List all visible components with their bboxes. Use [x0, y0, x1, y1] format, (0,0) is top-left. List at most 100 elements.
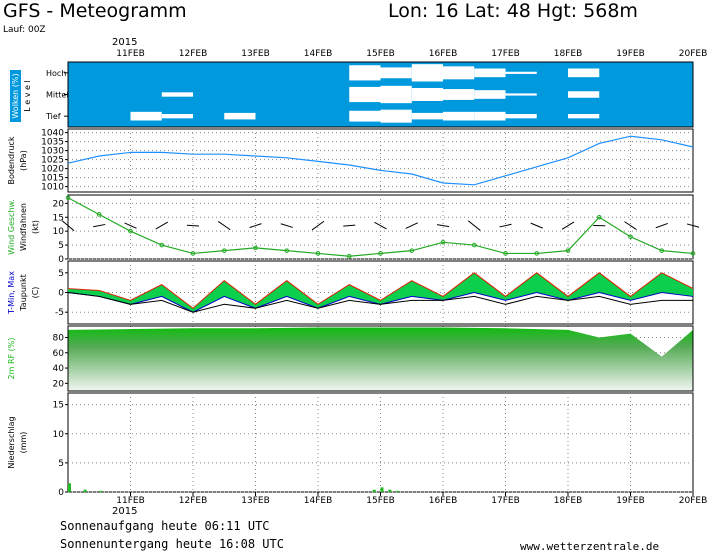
date-label-top-16FEB: 16FEB	[429, 49, 458, 59]
wind-ytick-label-0: 0	[58, 255, 64, 265]
cloud-gap-Tief-2	[161, 114, 193, 119]
wind-ytick-label-15: 15	[53, 213, 64, 223]
wind-ytick-label-20: 20	[53, 199, 65, 209]
wind-point-17	[596, 214, 602, 220]
rh-ytick-label-20: 20	[53, 379, 65, 389]
precip-bar-5	[388, 489, 392, 492]
press-ytick-label-1010: 1010	[41, 183, 64, 193]
wind-barb-15	[530, 222, 543, 229]
precip-bar-0	[68, 483, 71, 492]
wind-point-18	[628, 234, 633, 240]
run-label: Lauf: 00Z	[3, 25, 46, 35]
date-label-top-17FEB: 17FEB	[491, 49, 520, 59]
wind-point-2	[128, 228, 133, 234]
date-label-top-12FEB: 12FEB	[179, 49, 208, 59]
rh-panel-frame-top	[67, 325, 694, 392]
press-ytick-label-1020: 1020	[41, 165, 64, 175]
date-label-bottom-17FEB: 17FEB	[491, 496, 520, 506]
press-ytick-label-1035: 1035	[41, 138, 64, 148]
date-label-bottom-12FEB: 12FEB	[179, 496, 208, 506]
title: GFS - Meteogramm	[3, 0, 187, 22]
prec-ytick-label-15: 15	[53, 401, 64, 411]
precip-bar-1	[83, 489, 87, 492]
wind-barb-18	[624, 221, 637, 231]
precip-bar-3	[372, 489, 376, 492]
wind-point-15	[534, 251, 540, 256]
cloud-gap-Mittel-9	[380, 85, 412, 104]
wind-barb-0	[61, 220, 75, 231]
date-label-top-19FEB: 19FEB	[616, 49, 645, 59]
rh-ylabel: 2m RF (%)	[7, 338, 16, 380]
cloud-ylabel-bg	[10, 70, 21, 122]
prec-ytick-label-0: 0	[58, 488, 64, 498]
press-ytick-label-1030: 1030	[41, 147, 64, 157]
cloud-gap-Hoch-12	[474, 68, 506, 78]
wind-barb-3	[155, 221, 169, 230]
wind-point-12	[440, 240, 446, 245]
press-ylabel2: (hPa)	[19, 150, 28, 171]
wind-ylabel2: Windfahnen	[19, 203, 28, 251]
date-label-bottom-19FEB: 19FEB	[616, 496, 645, 506]
site-text: www.wetterzentrale.de	[520, 540, 659, 553]
cloud-gap-Hoch-13	[505, 71, 537, 74]
cloud-gap-Tief-8	[349, 110, 381, 122]
location: Lon: 16 Lat: 48 Hgt: 568m	[388, 0, 638, 22]
cloud-gap-Mittel-8	[349, 86, 381, 103]
cloud-gap-Mittel-10	[411, 88, 443, 101]
cloud-gap-Mittel-12	[474, 90, 506, 99]
date-label-bottom-16FEB: 16FEB	[429, 496, 458, 506]
press-ytick-label-1040: 1040	[41, 129, 64, 139]
precip-bar-6	[396, 490, 400, 492]
cloud-gap-Hoch-11	[443, 66, 475, 80]
wind-point-10	[378, 251, 383, 256]
wind-point-20	[690, 251, 696, 256]
date-label-top-20FEB: 20FEB	[679, 49, 707, 59]
wind-barb-11	[405, 222, 418, 229]
rh-ytick-label-60: 60	[53, 349, 65, 359]
sunrise-text: Sonnenaufgang heute 06:11 UTC	[60, 519, 270, 533]
cloud-ylabel2: L e v e l	[23, 80, 32, 111]
press-panel-frame	[67, 128, 694, 193]
wind-barb-12	[436, 224, 450, 228]
cloud-panel-frame	[67, 61, 694, 128]
cloud-gap-Hoch-10	[411, 64, 443, 82]
humidity-area	[68, 327, 693, 391]
cloud-level-label-Hoch: Hoch	[46, 69, 66, 78]
wind-barb-8	[311, 220, 325, 231]
cloud-level-label-Mittel: Mittel	[46, 91, 69, 100]
cloud-ylabel: Wolken (%)	[11, 73, 20, 118]
wind-point-9	[346, 253, 352, 259]
wind-barb-19	[655, 222, 668, 229]
cloud-gap-Tief-12	[474, 111, 506, 121]
cloud-level-label-Tief: Tief	[45, 112, 61, 121]
precip-bar-4	[380, 487, 384, 492]
press-ytick-label-1025: 1025	[41, 156, 64, 166]
press-ytick-label-1015: 1015	[41, 174, 64, 184]
cloud-gap-Mittel-11	[443, 89, 475, 100]
temp-ytick-label--5: -5	[55, 308, 64, 318]
temp-max-line	[67, 272, 694, 309]
date-label-bottom-14FEB: 14FEB	[304, 496, 333, 506]
cloud-gap-Tief-10	[411, 112, 443, 120]
temp-ytick-label-0: 0	[58, 289, 64, 299]
cloud-gap-Hoch-8	[349, 65, 381, 81]
date-label-bottom-18FEB: 18FEB	[554, 496, 583, 506]
wind-barb-1	[93, 223, 106, 228]
wind-ytick-label-5: 5	[58, 241, 64, 251]
pressure-line	[67, 135, 694, 186]
cloud-gap-Hoch-15	[568, 68, 600, 78]
wind-point-5	[221, 248, 227, 253]
date-label-top-18FEB: 18FEB	[554, 49, 583, 59]
wind-barb-16	[561, 221, 575, 230]
temp-ylabel3: (C)	[31, 287, 40, 299]
rh-ytick-label-40: 40	[53, 364, 65, 374]
wind-barb-20	[686, 223, 700, 228]
prec-ytick-label-5: 5	[58, 459, 64, 469]
cloud-gap-Tief-9	[380, 109, 412, 123]
wind-point-14	[503, 251, 508, 256]
wind-point-6	[253, 245, 258, 251]
prec-ytick-label-10: 10	[53, 430, 65, 440]
cloud-gap-Tief-1	[130, 111, 162, 121]
press-ylabel: Bodendruck	[7, 136, 16, 184]
